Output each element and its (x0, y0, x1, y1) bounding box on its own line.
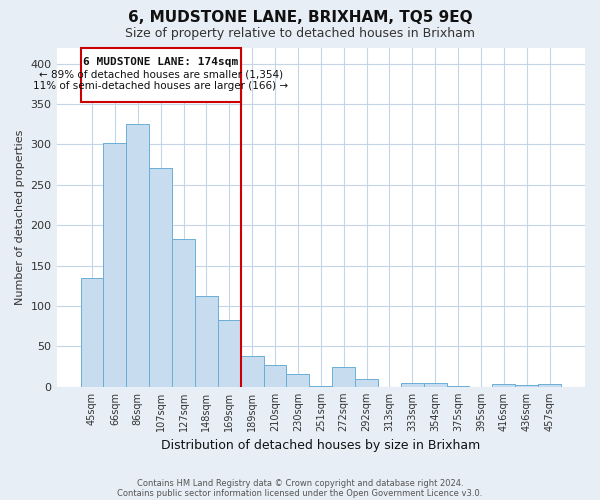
Bar (355, 378, 378, 387)
Text: Contains HM Land Registry data © Crown copyright and database right 2024.: Contains HM Land Registry data © Crown c… (137, 478, 463, 488)
Bar (493, 384, 515, 387)
Bar (80, 278, 103, 387)
Bar (195, 296, 218, 387)
Text: Size of property relative to detached houses in Brixham: Size of property relative to detached ho… (125, 28, 475, 40)
Bar (424, 383, 446, 387)
Text: ← 89% of detached houses are smaller (1,354): ← 89% of detached houses are smaller (1,… (38, 70, 283, 80)
Bar (446, 386, 469, 387)
X-axis label: Distribution of detached houses by size in Brixham: Distribution of detached houses by size … (161, 440, 481, 452)
Bar (310, 386, 332, 387)
Bar (103, 143, 127, 387)
Bar (286, 374, 310, 387)
Text: 6, MUDSTONE LANE, BRIXHAM, TQ5 9EQ: 6, MUDSTONE LANE, BRIXHAM, TQ5 9EQ (128, 10, 472, 25)
Bar (241, 356, 263, 387)
Bar (218, 320, 241, 387)
Bar (401, 383, 424, 387)
Bar (80, 48, 241, 102)
Bar (332, 366, 355, 387)
Text: 11% of semi-detached houses are larger (166) →: 11% of semi-detached houses are larger (… (33, 80, 288, 90)
Text: 6 MUDSTONE LANE: 174sqm: 6 MUDSTONE LANE: 174sqm (83, 57, 238, 67)
Bar (538, 384, 561, 387)
Bar (515, 385, 538, 387)
Text: Contains public sector information licensed under the Open Government Licence v3: Contains public sector information licen… (118, 488, 482, 498)
Bar (149, 168, 172, 387)
Bar (263, 365, 286, 387)
Bar (127, 124, 149, 387)
Y-axis label: Number of detached properties: Number of detached properties (15, 130, 25, 305)
Bar (172, 239, 195, 387)
